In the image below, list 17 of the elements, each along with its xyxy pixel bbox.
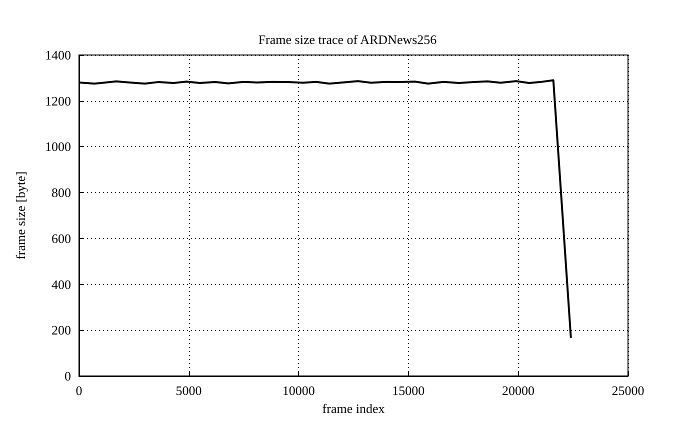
x-tick-label: 25000 bbox=[612, 383, 644, 398]
y-tick-label: 1400 bbox=[45, 48, 71, 62]
y-tick-label: 800 bbox=[52, 185, 71, 200]
y-axis-title: frame size [byte] bbox=[13, 171, 28, 260]
x-tick-label: 5000 bbox=[176, 383, 202, 398]
y-tick-label: 1000 bbox=[45, 139, 71, 154]
x-tick-label: 10000 bbox=[282, 383, 315, 398]
chart-title: Frame size trace of ARDNews256 bbox=[258, 32, 438, 47]
x-tick-label: 20000 bbox=[502, 383, 534, 398]
y-tick-label: 600 bbox=[52, 230, 71, 246]
x-tick-label: 0 bbox=[76, 383, 82, 398]
y-tick-label: 200 bbox=[52, 322, 71, 338]
y-tick-label: 1200 bbox=[45, 93, 71, 108]
x-tick-label: 15000 bbox=[392, 383, 425, 398]
x-axis-title: frame index bbox=[322, 400, 386, 416]
y-tick-label: 0 bbox=[64, 368, 71, 384]
y-tick-label: 400 bbox=[52, 276, 71, 292]
